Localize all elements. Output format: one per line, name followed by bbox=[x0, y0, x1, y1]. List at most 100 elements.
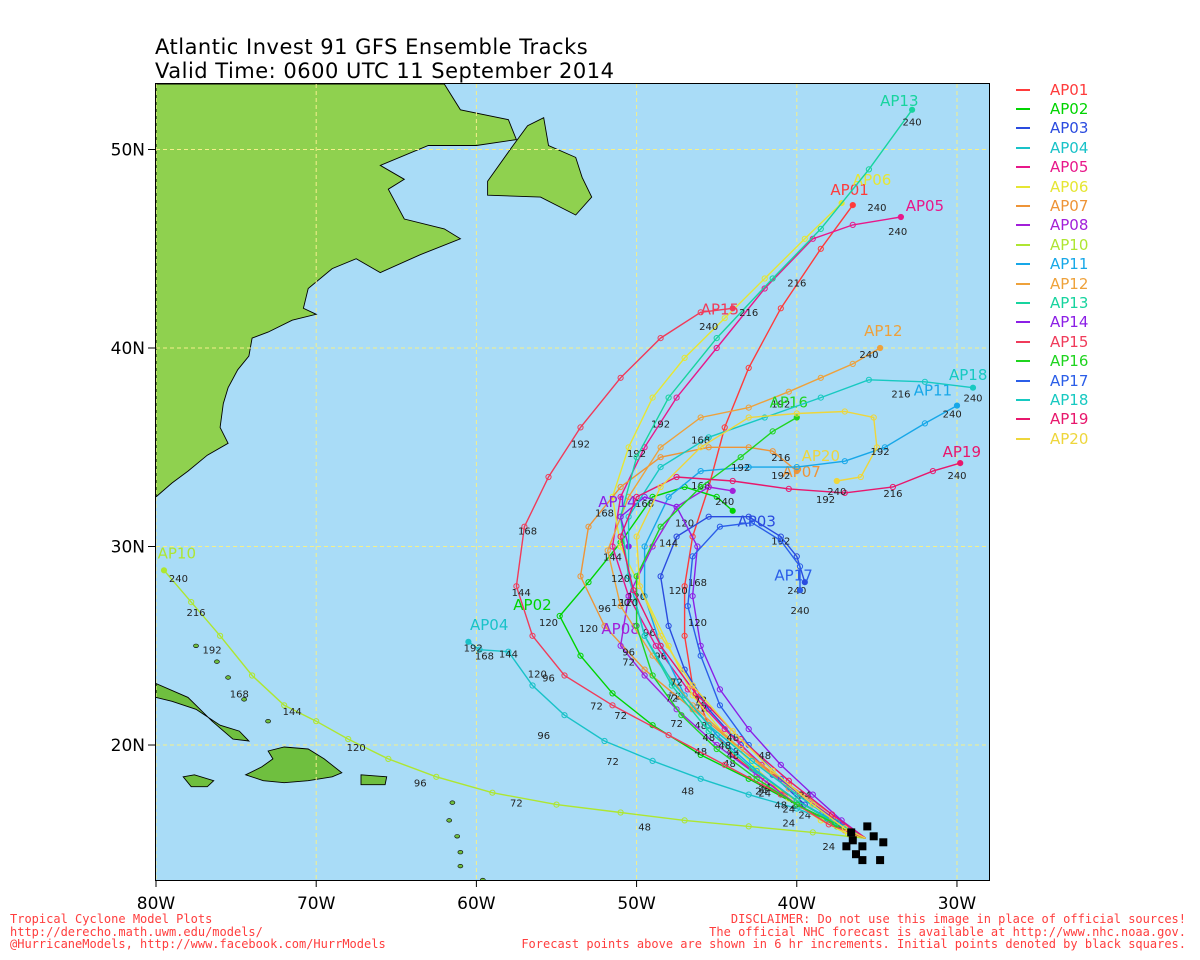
island-icon bbox=[225, 675, 231, 680]
legend-item-ap12: AP12 bbox=[1016, 274, 1196, 293]
forecast-hour-label: 240 bbox=[943, 410, 962, 421]
legend-swatch bbox=[1016, 146, 1030, 149]
legend-label: AP14 bbox=[1050, 313, 1089, 332]
track-point bbox=[609, 690, 616, 697]
legend-swatch bbox=[1016, 418, 1030, 421]
track-point bbox=[649, 394, 656, 401]
track-point bbox=[657, 573, 664, 580]
track-point bbox=[921, 378, 929, 385]
forecast-hour-label: 168 bbox=[230, 689, 249, 700]
track-point bbox=[625, 592, 632, 600]
initial-point-square bbox=[858, 856, 867, 865]
track-point bbox=[838, 200, 845, 207]
track-point bbox=[785, 777, 792, 784]
chart-subtitle: Valid Time: 0600 UTC 11 September 2014 bbox=[155, 59, 615, 83]
track-point bbox=[577, 424, 584, 431]
legend-swatch bbox=[1016, 321, 1030, 324]
track-point bbox=[801, 579, 808, 586]
track-point bbox=[665, 493, 672, 500]
track-point bbox=[713, 741, 720, 749]
track-point bbox=[769, 428, 776, 435]
track-point bbox=[649, 757, 656, 765]
forecast-hour-label: 72 bbox=[670, 678, 683, 689]
footer-disclaimer: DISCLAIMER: Do not use this image in pla… bbox=[521, 913, 1186, 951]
track-id-label: AP05 bbox=[906, 197, 944, 215]
forecast-hour-label: 192 bbox=[771, 537, 790, 548]
track-end-point bbox=[954, 403, 960, 408]
footer-credit-social[interactable]: @HurricaneModels, http://www.facebook.co… bbox=[10, 937, 386, 951]
forecast-hour-label: 168 bbox=[688, 578, 707, 589]
track-point bbox=[585, 579, 592, 586]
island-icon bbox=[454, 834, 461, 839]
track-point bbox=[649, 672, 656, 679]
forecast-hour-label: 192 bbox=[771, 471, 790, 482]
track-point bbox=[897, 213, 905, 221]
legend-swatch bbox=[1016, 437, 1030, 440]
initial-point-square bbox=[869, 832, 878, 841]
footer-credit-url[interactable]: http://derecho.math.uwm.edu/models/ bbox=[10, 924, 263, 939]
track-point bbox=[921, 420, 929, 427]
track-line bbox=[163, 569, 866, 839]
track-point bbox=[697, 468, 704, 475]
track-point bbox=[585, 523, 592, 530]
island-icon bbox=[214, 659, 220, 664]
track-point bbox=[529, 632, 536, 639]
legend-label: AP06 bbox=[1050, 177, 1089, 196]
island-icon bbox=[457, 850, 464, 855]
track-point bbox=[721, 315, 728, 322]
forecast-hour-label: 72 bbox=[669, 691, 682, 702]
track-point bbox=[841, 489, 848, 496]
track-point bbox=[617, 374, 624, 381]
forecast-hour-label: 144 bbox=[512, 588, 531, 599]
track-end-point bbox=[730, 508, 736, 514]
track-point bbox=[641, 672, 648, 679]
island-icon bbox=[241, 697, 247, 702]
legend-item-ap14: AP14 bbox=[1016, 313, 1196, 332]
track-point bbox=[577, 652, 584, 659]
legend-label: AP10 bbox=[1050, 235, 1089, 254]
forecast-hour-label: 120 bbox=[528, 670, 547, 681]
track-point bbox=[761, 285, 768, 292]
track-id-label: AP06 bbox=[853, 171, 891, 189]
legend-item-ap13: AP13 bbox=[1016, 293, 1196, 312]
forecast-hour-label: 120 bbox=[619, 598, 638, 609]
forecast-hour-label: 24 bbox=[755, 787, 768, 798]
legend-item-ap17: AP17 bbox=[1016, 371, 1196, 390]
track-point bbox=[809, 829, 816, 836]
track-point bbox=[745, 513, 752, 520]
chart-title: Atlantic Invest 91 GFS Ensemble Tracks bbox=[155, 35, 589, 59]
forecast-hour-label: 48 bbox=[694, 721, 707, 732]
track-point bbox=[769, 767, 776, 774]
track-point bbox=[681, 692, 688, 699]
track-point bbox=[841, 408, 848, 415]
track-point bbox=[817, 374, 824, 381]
track-id-label: AP04 bbox=[470, 616, 508, 634]
forecast-hour-label: 96 bbox=[598, 604, 611, 615]
track-point bbox=[793, 553, 800, 560]
track-line bbox=[606, 347, 881, 839]
track-id-label: AP11 bbox=[914, 382, 952, 400]
initial-point-square bbox=[863, 822, 872, 831]
track-id-label: AP02 bbox=[513, 596, 551, 614]
legend-item-ap05: AP05 bbox=[1016, 158, 1196, 177]
track-point bbox=[881, 444, 889, 451]
track-point bbox=[577, 573, 584, 580]
y-tick-label: 20N bbox=[111, 736, 145, 756]
y-tick-label: 40N bbox=[111, 339, 145, 359]
track-point bbox=[665, 394, 672, 401]
jamaica-land bbox=[182, 774, 215, 788]
track-point bbox=[188, 599, 195, 606]
track-point bbox=[793, 797, 800, 804]
x-tick-label: 80W bbox=[137, 894, 176, 914]
track-point bbox=[857, 473, 864, 481]
track-point bbox=[281, 702, 288, 709]
track-point bbox=[817, 394, 824, 401]
forecast-hour-label: 120 bbox=[675, 519, 694, 530]
forecast-hour-label: 72 bbox=[665, 693, 678, 704]
track-id-label: AP01 bbox=[830, 181, 868, 199]
track-point bbox=[713, 344, 720, 352]
track-point bbox=[793, 805, 800, 812]
island-icon bbox=[480, 877, 486, 880]
